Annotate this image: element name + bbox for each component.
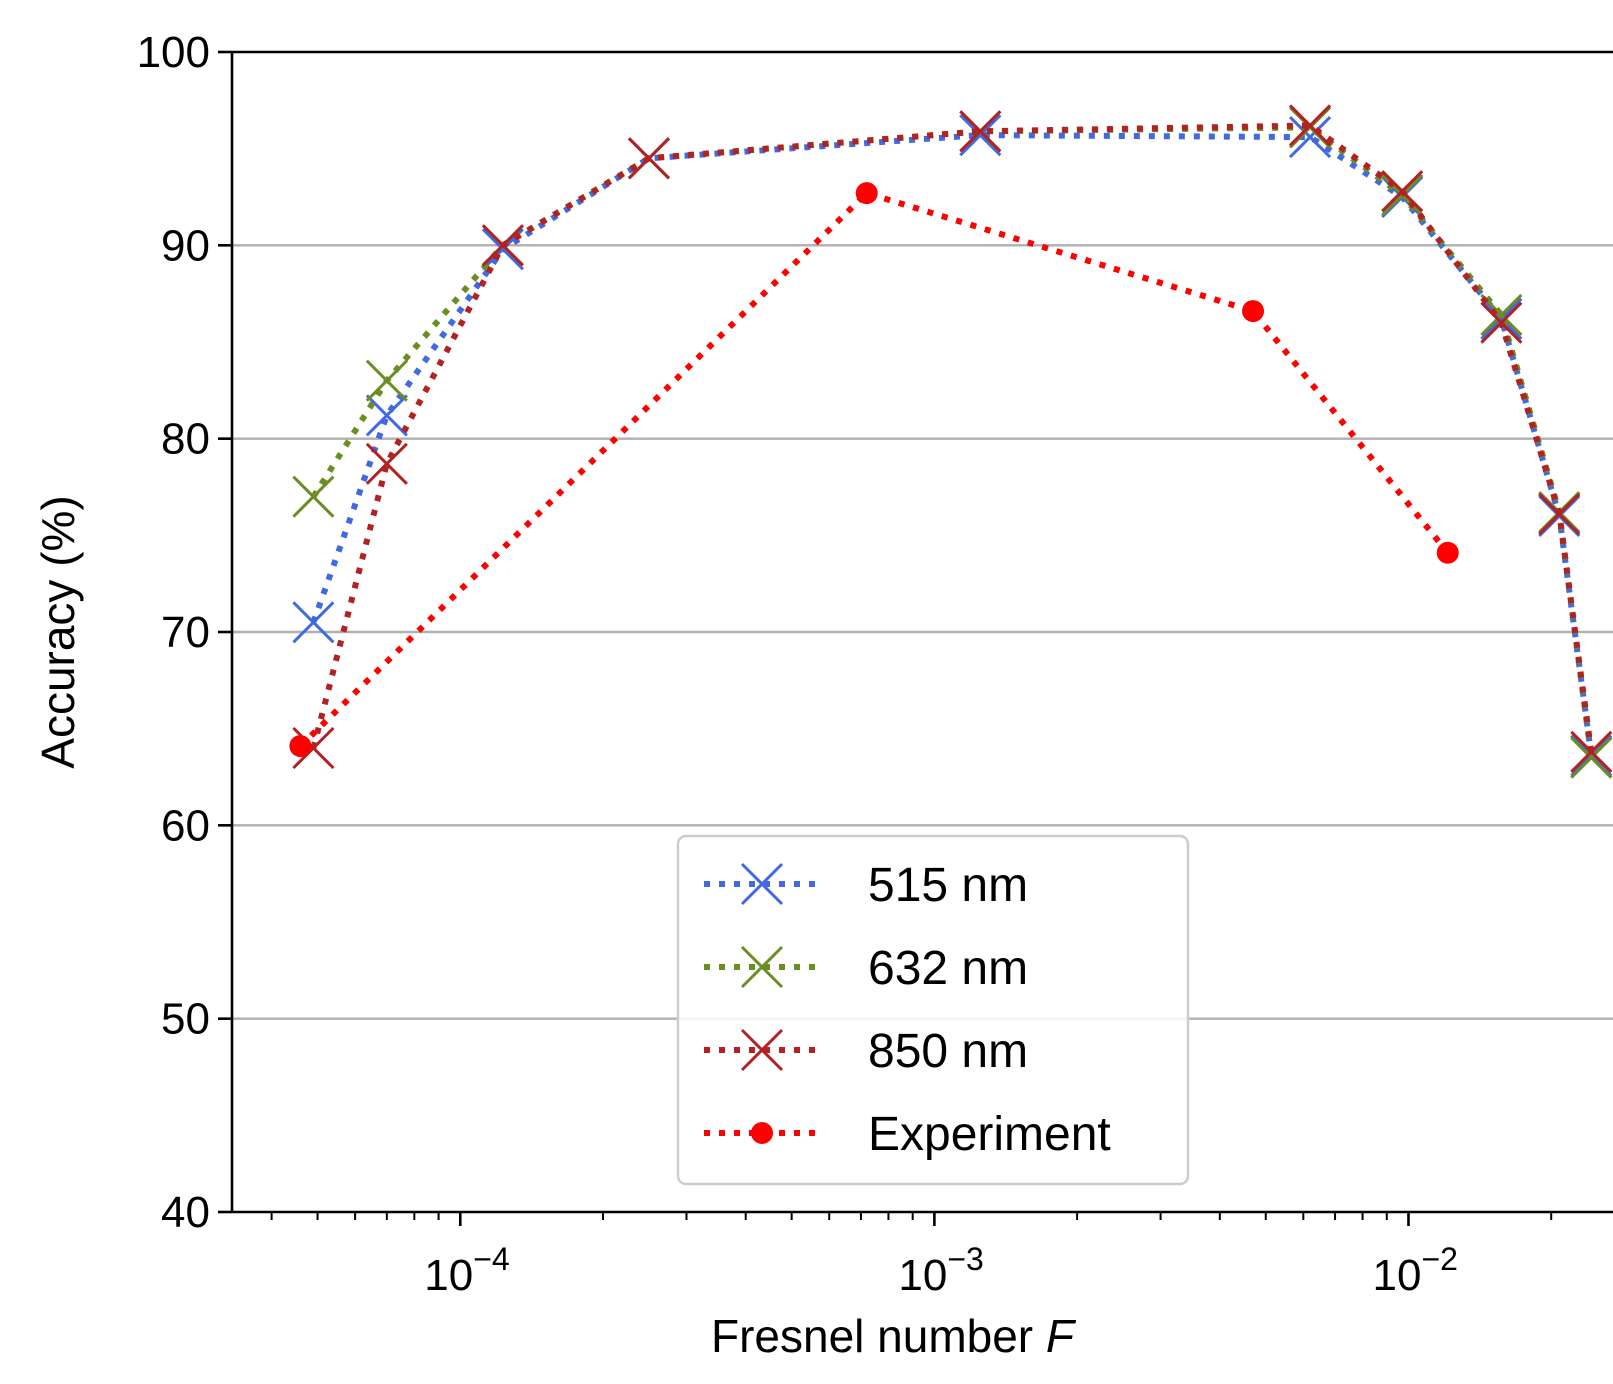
x-tick-label: 10−4 <box>424 1241 509 1300</box>
data-marker <box>292 475 335 518</box>
data-marker <box>481 224 524 267</box>
legend-entry: 632 nm <box>704 942 1028 995</box>
series-line <box>310 124 1595 759</box>
legend-entry: 850 nm <box>704 1025 1028 1078</box>
x-tick-label: 10−2 <box>1372 1241 1457 1300</box>
y-tick-label: 80 <box>161 415 210 464</box>
data-marker <box>740 1028 784 1072</box>
series-line <box>298 189 1451 749</box>
data-marker <box>292 601 335 644</box>
series-experiment <box>289 182 1459 758</box>
y-tick-label: 40 <box>161 1188 210 1237</box>
series-515-nm <box>292 114 1613 777</box>
legend-box <box>676 834 1190 1186</box>
data-marker <box>1288 104 1332 147</box>
y-tick-label: 50 <box>161 995 210 1044</box>
legend: 515 nm 632 nm 850 nm Experiment <box>676 834 1190 1186</box>
data-marker <box>1480 301 1523 344</box>
legend-entry: Experiment <box>704 1108 1111 1161</box>
data-marker <box>959 110 1002 153</box>
legend-label: 632 nm <box>868 942 1028 995</box>
data-marker <box>1381 170 1424 213</box>
data-marker <box>1538 493 1581 536</box>
data-marker <box>1288 116 1332 159</box>
x-tick-label: 10−3 <box>898 1241 983 1300</box>
y-tick-label: 100 <box>137 28 210 77</box>
data-marker <box>1480 297 1523 340</box>
data-marker <box>627 137 671 180</box>
data-marker <box>1570 730 1613 773</box>
data-point <box>855 182 878 205</box>
series-632-nm <box>292 106 1613 779</box>
legend-marker <box>751 1122 773 1144</box>
data-point <box>1242 300 1265 323</box>
legend-label: 850 nm <box>868 1025 1028 1078</box>
series-850-nm <box>292 104 1613 773</box>
data-point <box>1436 541 1459 564</box>
data-marker <box>740 862 784 906</box>
data-marker <box>959 114 1002 157</box>
data-marker <box>740 945 784 989</box>
data-marker <box>1480 293 1523 336</box>
x-axis-label: Fresnel number F <box>711 1310 1077 1362</box>
data-marker <box>365 442 408 485</box>
legend-entry: 515 nm <box>704 859 1028 912</box>
plot-series <box>289 104 1613 779</box>
data-marker <box>365 359 408 402</box>
series-line <box>310 132 1595 757</box>
data-marker <box>292 726 335 770</box>
y-tick-label: 70 <box>161 608 210 657</box>
y-tick-label: 90 <box>161 221 210 270</box>
data-marker <box>1570 736 1613 779</box>
legend-label: Experiment <box>868 1108 1111 1161</box>
data-marker <box>365 394 408 437</box>
legend-label: 515 nm <box>868 859 1028 912</box>
y-tick-label: 60 <box>161 801 210 850</box>
axes: 40 50 60 70 80 90 100 10−4 10−3 10−2 Fresnel numbe… <box>32 28 1613 1362</box>
y-axis-label: Accuracy (%) <box>32 495 84 768</box>
grid-lines <box>232 244 1613 1020</box>
data-point <box>289 735 312 758</box>
